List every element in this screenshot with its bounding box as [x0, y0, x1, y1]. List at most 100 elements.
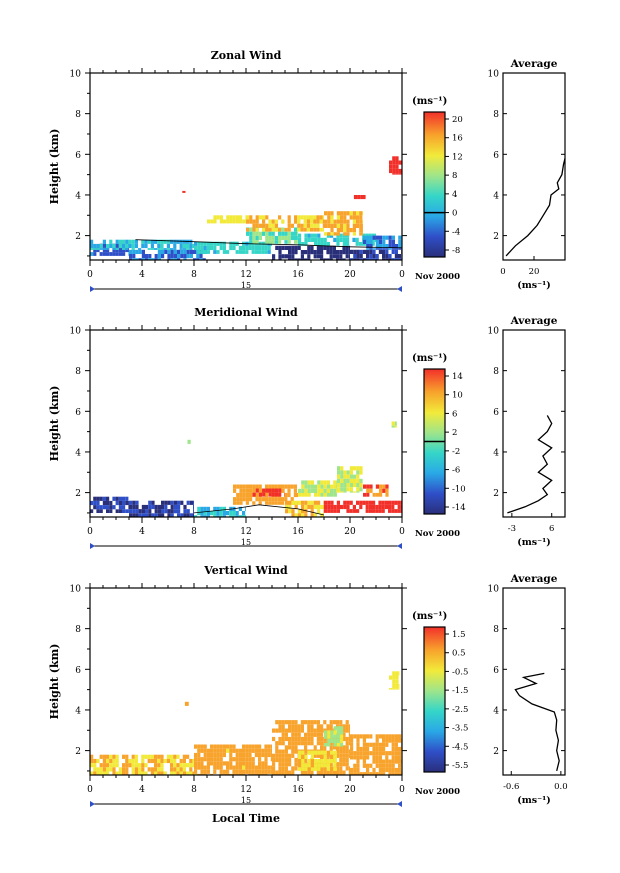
heatmap-cell	[138, 248, 142, 250]
heatmap-cell	[271, 484, 275, 489]
heatmap-cell	[232, 511, 236, 516]
heatmap-cell	[378, 742, 382, 747]
heatmap-cell	[170, 758, 174, 764]
heatmap-cell	[278, 215, 282, 220]
heatmap-cell	[362, 211, 363, 216]
heatmap-cell	[264, 757, 268, 762]
heatmap-cell	[200, 765, 204, 770]
heatmap-cell	[203, 245, 207, 251]
heatmap-cell	[265, 223, 269, 228]
heatmap-cell	[258, 484, 262, 489]
heatmap-cell	[271, 488, 275, 493]
heatmap-cell	[306, 215, 310, 220]
heatmap-cell	[330, 484, 334, 489]
heatmap-cell	[339, 753, 343, 758]
heatmap-cell	[323, 754, 327, 759]
heatmap-cell	[330, 734, 334, 739]
heatmap-cell	[157, 254, 161, 259]
heatmap-cell	[246, 227, 250, 232]
heatmap-cell	[294, 245, 298, 250]
heatmap-cell	[179, 771, 183, 775]
heatmap-cell	[342, 237, 346, 242]
heatmap-cell	[210, 241, 214, 246]
heatmap-cell	[326, 250, 330, 255]
heatmap-cell	[342, 736, 346, 742]
heatmap-cell	[233, 501, 237, 505]
heatmap-cell	[371, 237, 375, 242]
heatmap-cell	[109, 505, 113, 510]
heatmap-cell	[313, 504, 317, 510]
heatmap-cell	[317, 509, 321, 514]
heatmap-cell	[382, 258, 386, 260]
heatmap-cell	[270, 752, 272, 758]
heatmap-cell	[115, 239, 119, 244]
heatmap-cell	[141, 258, 145, 260]
heatmap-cell	[268, 497, 272, 502]
heatmap-cell	[154, 504, 158, 510]
heatmap-cell	[245, 484, 249, 489]
heatmap-cell	[340, 223, 344, 228]
heatmap-cell	[277, 497, 281, 502]
heatmap-cell	[342, 762, 346, 767]
heatmap-cell	[99, 243, 103, 249]
heatmap-cell	[278, 753, 282, 758]
heatmap-cell	[346, 470, 350, 475]
heatmap-cell	[307, 732, 311, 737]
heatmap-cell	[293, 492, 297, 498]
heatmap-cell	[330, 750, 334, 755]
heatmap-cell	[336, 730, 340, 735]
heatmap-cell	[249, 484, 253, 489]
heatmap-cell	[329, 250, 333, 255]
heatmap-cell	[288, 500, 292, 505]
heatmap-cell	[122, 509, 126, 513]
heatmap-cell	[297, 215, 301, 220]
heatmap-cell	[128, 243, 132, 249]
heatmap-cell	[125, 767, 129, 772]
heatmap-cell	[349, 491, 353, 493]
x-tick-label: 12	[240, 785, 251, 795]
heatmap-cell	[375, 254, 379, 259]
heatmap-cell	[339, 745, 343, 750]
heatmap-cell	[189, 771, 193, 775]
heatmap-cell	[219, 241, 223, 246]
heatmap-cell	[314, 233, 318, 238]
heatmap-cell	[326, 233, 330, 238]
heatmap-cell	[90, 243, 94, 249]
heatmap-cell	[216, 757, 220, 762]
heatmap-cell	[115, 758, 119, 764]
heatmap-cell	[245, 250, 249, 254]
heatmap-cell	[332, 745, 336, 750]
heatmap-cell	[106, 509, 110, 513]
heatmap-cell	[203, 511, 207, 516]
heatmap-cell	[148, 254, 152, 259]
heatmap-cell	[353, 763, 357, 768]
heatmap-cell	[229, 765, 233, 770]
heatmap-cell	[366, 767, 370, 773]
heatmap-cell	[90, 252, 94, 256]
heatmap-cell	[249, 219, 253, 224]
heatmap-cell	[287, 223, 291, 228]
heatmap-cell	[366, 244, 370, 249]
heatmap-cell	[167, 500, 171, 505]
heatmap-cell	[381, 504, 385, 510]
heatmap-cell	[255, 235, 259, 241]
heatmap-cell	[294, 757, 298, 763]
heatmap-cell	[385, 751, 389, 756]
heatmap-cell	[378, 751, 382, 756]
heatmap-cell	[343, 504, 347, 510]
heatmap-cell	[294, 732, 298, 737]
heatmap-cell	[235, 748, 239, 753]
heatmap-cell	[138, 249, 142, 254]
heatmap-cell	[122, 754, 126, 759]
heatmap-cell	[336, 232, 340, 236]
heatmap-cell	[336, 753, 340, 758]
heatmap-cell	[333, 734, 337, 739]
heatmap-cell	[213, 250, 217, 254]
heatmap-cell	[382, 767, 386, 773]
heatmap-cell	[366, 763, 370, 768]
heatmap-cell	[249, 235, 253, 241]
heatmap-cell	[177, 254, 181, 259]
heatmap-cell	[242, 765, 246, 770]
y-tick-label: 4	[75, 191, 81, 201]
heatmap-cell	[346, 509, 350, 513]
